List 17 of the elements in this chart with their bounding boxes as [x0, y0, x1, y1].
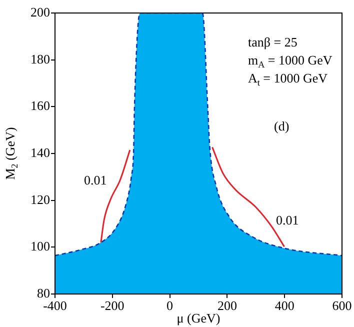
- y-tick-label: 140: [30, 144, 50, 160]
- y-tick-label: 160: [30, 98, 50, 114]
- x-tick-label: -400: [43, 298, 67, 314]
- y-tick-label: 100: [30, 238, 50, 254]
- x-tick-label: 0: [166, 298, 174, 314]
- y-tick-label: 180: [30, 51, 50, 66]
- annotation: 0.01: [84, 172, 107, 188]
- x-tick-label: 400: [274, 298, 294, 314]
- y-tick-label: 120: [30, 192, 50, 207]
- x-tick-label: 600: [332, 298, 352, 314]
- annotation: (d): [274, 118, 290, 134]
- x-tick-label: -200: [100, 298, 124, 314]
- y-axis-title: M2 (GeV): [2, 127, 20, 180]
- annotation: 0.01: [276, 212, 299, 228]
- y-tick-label: 80: [37, 285, 50, 300]
- y-tick-label: 200: [30, 4, 50, 20]
- annotation: tanβ = 25: [248, 34, 298, 50]
